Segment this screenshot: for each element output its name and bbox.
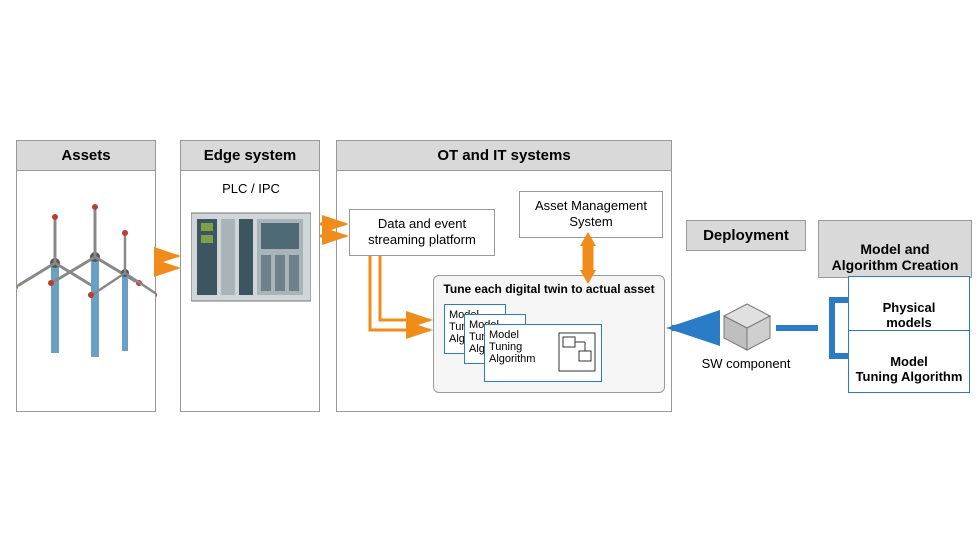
sw-component-cube-icon <box>720 302 774 352</box>
box-model-tuning-alg-text: Model Tuning Algorithm <box>856 354 963 384</box>
wind-turbines-icon <box>17 171 157 411</box>
col-deploy-header: Deployment <box>686 220 806 251</box>
box-data-event-text: Data and event streaming platform <box>368 216 476 247</box>
col-assets-header: Assets <box>17 141 155 171</box>
col-edge-header: Edge system <box>181 141 319 171</box>
tune-box-3-text: Model Tuning Algorithm <box>489 329 557 377</box>
box-model-tuning-alg: Model Tuning Algorithm <box>848 330 970 393</box>
simulink-icon <box>557 329 597 375</box>
tune-box-3: Model Tuning Algorithm <box>484 324 602 382</box>
col-otit: OT and IT systems Data and event streami… <box>336 140 672 412</box>
sw-component-label: SW component <box>686 356 806 371</box>
col-model-title: Model and Algorithm Creation <box>832 241 959 273</box>
col-otit-header: OT and IT systems <box>337 141 671 171</box>
col-deploy-title: Deployment <box>703 227 789 244</box>
col-model-header: Model and Algorithm Creation <box>818 220 972 278</box>
box-physical-models-text: Physical models <box>883 300 936 330</box>
box-asset-mgmt: Asset Management System <box>519 191 663 238</box>
box-asset-mgmt-text: Asset Management System <box>535 198 647 229</box>
edge-subtitle: PLC / IPC <box>181 181 321 196</box>
plc-ipc-icon <box>191 203 311 313</box>
col-assets: Assets <box>16 140 156 412</box>
panel-tune-title: Tune each digital twin to actual asset <box>434 276 664 298</box>
col-edge: Edge system PLC / IPC <box>180 140 320 412</box>
box-data-event-streaming: Data and event streaming platform <box>349 209 495 256</box>
panel-tune: Tune each digital twin to actual asset M… <box>433 275 665 393</box>
